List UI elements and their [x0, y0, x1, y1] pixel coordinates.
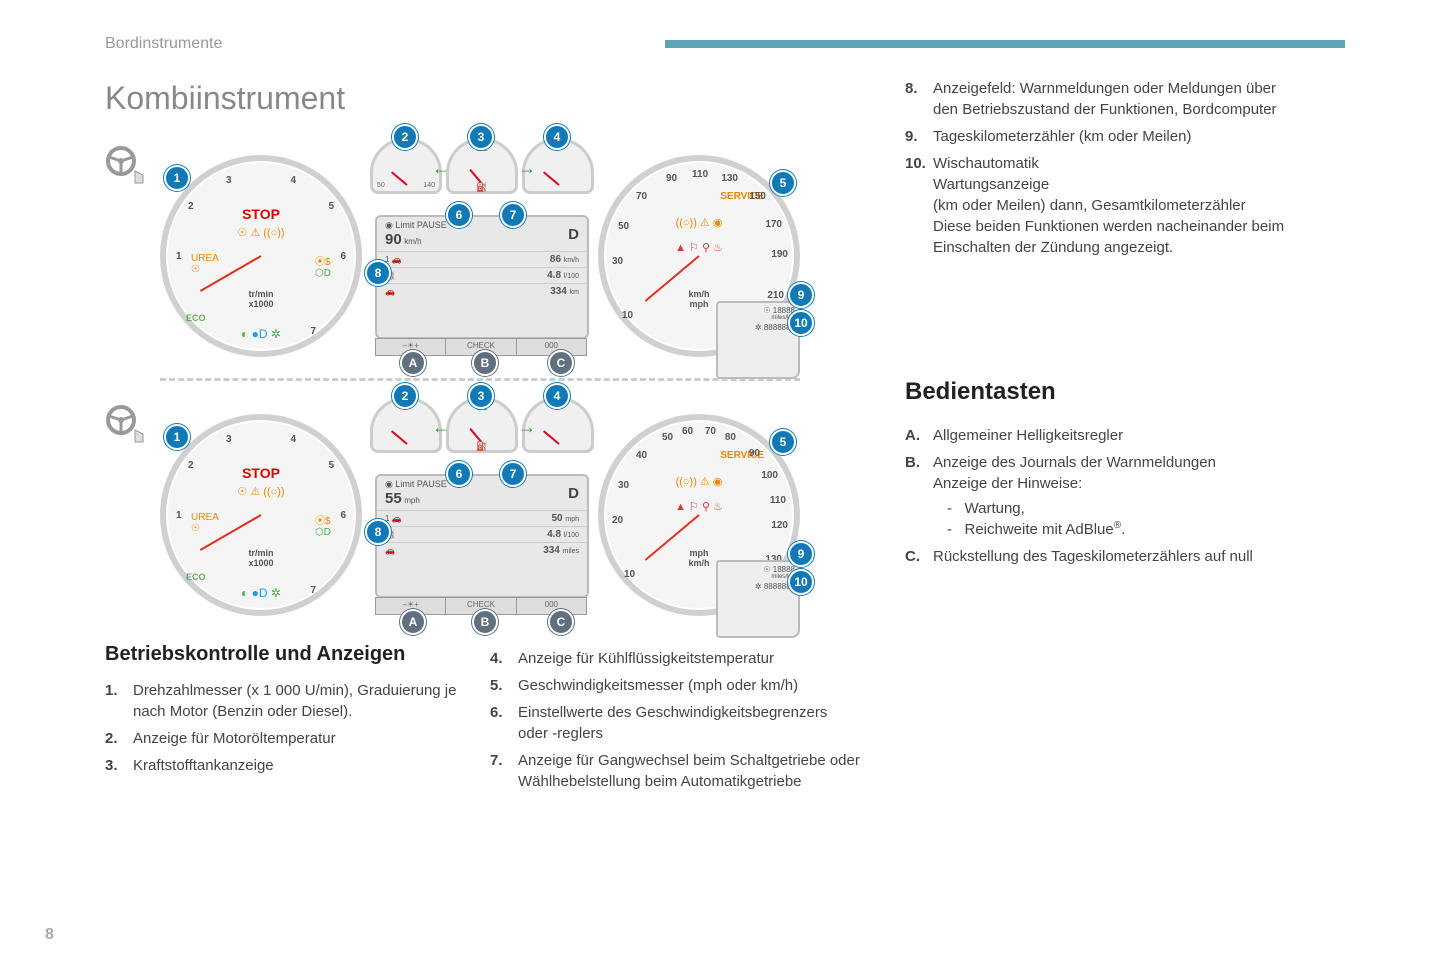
odometer-panel: ☉ 18888 miles/km ✲ 8888888: [716, 301, 800, 379]
heading-buttons: Bedientasten: [905, 375, 1305, 409]
tachometer-gauge: STOP ECO tr/min x1000 1 2 3 4 5 6 7 ☉ ⚠ …: [160, 155, 362, 357]
section-label: Bordinstrumente: [105, 35, 222, 53]
callout-6: 6: [446, 202, 472, 228]
list-right: 8.Anzeigefeld: Warnmeldungen oder Meldun…: [905, 78, 1305, 258]
list-item: 9.Tageskilometerzähler (km oder Meilen): [905, 126, 1305, 147]
page-title: Kombiinstrument: [105, 80, 345, 117]
list-item: B.Anzeige des Journals der Warnmeldungen…: [905, 452, 1305, 540]
list-item: 3.Kraftstofftankanzeige: [105, 755, 475, 776]
callout-3: 3: [468, 124, 494, 150]
callout-a: A: [400, 350, 426, 376]
list-item: 4.Anzeige für Kühlflüssigkeitstemperatur: [490, 648, 860, 669]
list-item: C.Rückstellung des Tageskilometerzählers…: [905, 546, 1305, 567]
page-number: 8: [45, 926, 54, 944]
list-item: 7.Anzeige für Gangwechsel beim Schaltget…: [490, 750, 860, 792]
list-item: A.Allgemeiner Helligkeitsregler: [905, 425, 1305, 446]
odometer-panel: ☉ 18888 miles/km ✲ 8888888: [716, 560, 800, 638]
eco-label: ECO: [186, 313, 206, 323]
center-display: ◉ Limit PAUSE55 mph D 1 🚗50 mph ⛽4.8 l/1…: [375, 474, 589, 598]
callout-10: 10: [788, 310, 814, 336]
list-item: 6.Einstellwerte des Geschwindigkeits­beg…: [490, 702, 860, 744]
callout-c: C: [548, 350, 574, 376]
indicator-icons: ◐ ●D ✲: [166, 327, 356, 341]
list-item: 1.Drehzahlmesser (x 1 000 U/min), Gradui…: [105, 680, 475, 722]
dashboard-diagrams: STOP ECO tr/min x1000 1 2 3 4 5 6 7 ☉ ⚠ …: [105, 130, 855, 629]
center-display: ◉ Limit PAUSE90 km/h D 1 🚗86 km/h ⛽4.8 l…: [375, 215, 589, 339]
list-item: 2.Anzeige für Motoröltemperatur: [105, 728, 475, 749]
turn-left-icon: ←: [432, 158, 450, 179]
divider: [160, 378, 800, 381]
steering-wheel-icon: [105, 404, 145, 444]
header-accent-bar: [665, 40, 1345, 48]
list-item: 8.Anzeigefeld: Warnmeldungen oder Meldun…: [905, 78, 1305, 120]
list-left: 1.Drehzahlmesser (x 1 000 U/min), Gradui…: [105, 680, 475, 776]
callout-5: 5: [770, 170, 796, 196]
list-mid: 4.Anzeige für Kühlflüssigkeitstemperatur…: [490, 648, 860, 792]
callout-b: B: [472, 350, 498, 376]
right-column-top: 8.Anzeigefeld: Warnmeldungen oder Meldun…: [905, 78, 1305, 264]
heading-controls: Betriebskontrolle und Anzeigen: [105, 640, 475, 668]
callout-7: 7: [500, 202, 526, 228]
left-column: Betriebskontrolle und Anzeigen 1.Drehzah…: [105, 640, 475, 782]
middle-column: 4.Anzeige für Kühlflüssigkeitstemperatur…: [490, 648, 860, 798]
instrument-cluster-kmh: STOP ECO tr/min x1000 1 2 3 4 5 6 7 ☉ ⚠ …: [160, 130, 800, 370]
callout-9: 9: [788, 282, 814, 308]
tachometer-gauge: STOP ECO tr/min x1000 1 2 3 4 5 6 7 ☉ ⚠ …: [160, 414, 362, 616]
list-item: 10.WischautomatikWartungsanzeige(km oder…: [905, 153, 1305, 258]
list-item: 5.Geschwindigkeitsmesser (mph oder km/h): [490, 675, 860, 696]
tacho-unit: tr/min x1000: [166, 289, 356, 309]
callout-1: 1: [164, 165, 190, 191]
callout-8: 8: [365, 260, 391, 286]
list-right2: A.Allgemeiner Helligkeitsregler B.Anzeige…: [905, 425, 1305, 567]
instrument-cluster-mph: STOP ECO tr/min x1000 1 2 3 4 5 6 7 ☉ ⚠ …: [160, 389, 800, 629]
steering-wheel-icon: [105, 145, 145, 185]
callout-2: 2: [392, 124, 418, 150]
right-column-bottom: Bedientasten A.Allgemeiner Helligkeitsre…: [905, 375, 1305, 573]
turn-right-icon: →: [518, 158, 536, 179]
callout-4: 4: [544, 124, 570, 150]
warning-icons: ☉ ⚠ ((○)): [206, 223, 316, 241]
speed-warning-icons: ((○)) ⚠ ◉: [644, 216, 754, 229]
